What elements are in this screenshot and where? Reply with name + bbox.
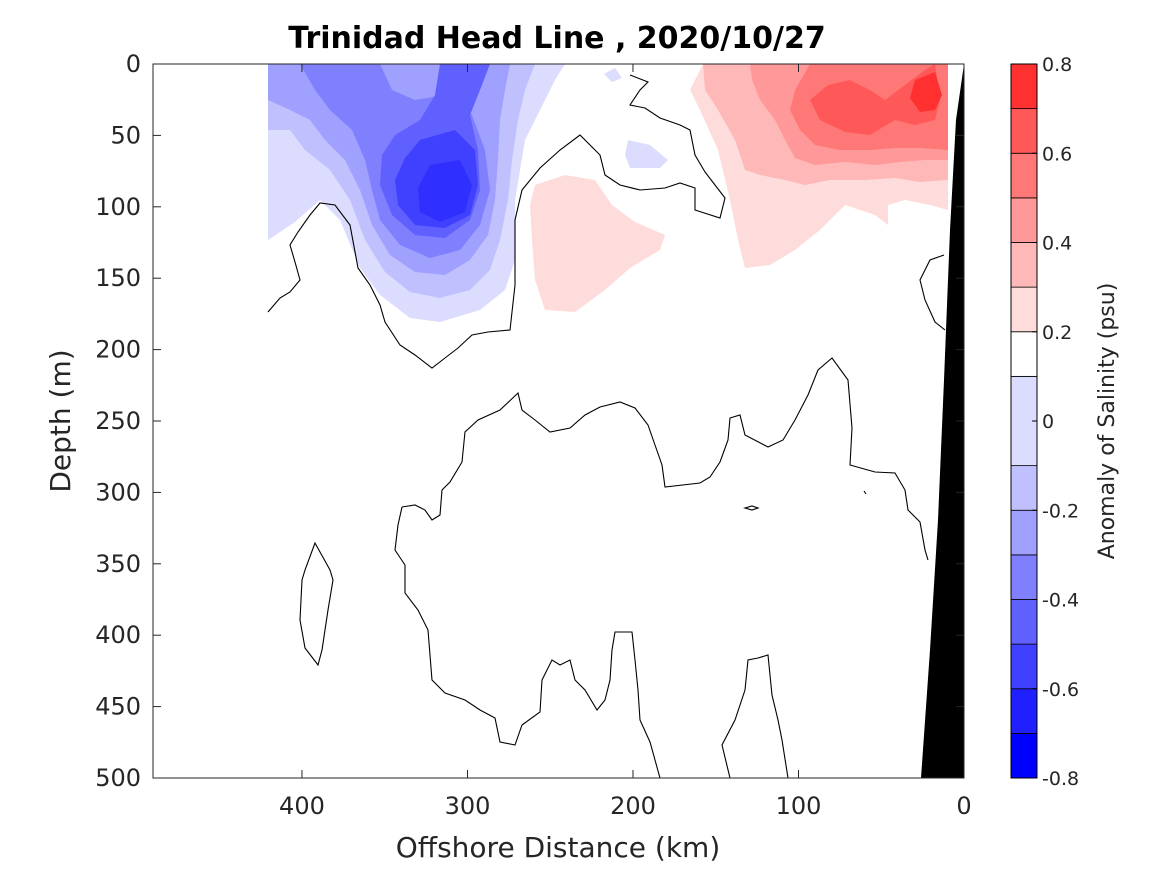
colorbar-segment — [1010, 465, 1038, 511]
colorbar-tick-label: -0.6 — [1042, 679, 1079, 701]
y-tick-label: 150 — [95, 264, 141, 292]
x-tick-label: 300 — [445, 792, 491, 820]
colorbar-segment — [1010, 509, 1038, 556]
plot-area — [152, 63, 965, 779]
x-axis: 400 300 200 100 0 — [279, 64, 972, 820]
zero-contour-deep-lower — [394, 506, 661, 778]
colorbar-tick-label: -0.8 — [1042, 768, 1079, 790]
y-tick-label: 250 — [95, 407, 141, 435]
zero-contour-upper — [267, 74, 726, 369]
y-tick-label: 0 — [126, 50, 141, 78]
colorbar-segment — [1010, 63, 1038, 110]
colorbar: 0.8 0.6 0.4 0.2 0 -0.2 -0.4 -0.6 -0.8 — [1010, 54, 1079, 790]
colorbar-segment — [1010, 599, 1038, 645]
zero-contour-deep-main — [401, 357, 929, 561]
zero-contour-dot — [863, 490, 867, 495]
y-tick-label: 500 — [95, 764, 141, 792]
bathymetry-shelf — [921, 64, 964, 778]
y-axis: 0 50 100 150 200 250 300 350 400 450 500 — [95, 50, 964, 792]
x-tick-label: 100 — [776, 792, 822, 820]
colorbar-segment — [1010, 643, 1038, 690]
zero-contour-nearshore — [919, 254, 946, 331]
colorbar-segment — [1010, 242, 1038, 288]
chart-title: Trinidad Head Line , 2020/10/27 — [288, 21, 825, 56]
colorbar-segment — [1010, 152, 1038, 199]
zero-contour-deep-island — [299, 541, 334, 667]
colorbar-tick-label: 0.6 — [1042, 143, 1072, 165]
x-axis-label: Offshore Distance (km) — [396, 831, 721, 864]
fill-level-neg-0.1-small — [625, 140, 668, 168]
fill-level-pos-0.5 — [810, 64, 940, 135]
colorbar-tick-label: -0.4 — [1042, 590, 1079, 612]
y-tick-label: 350 — [95, 550, 141, 578]
colorbar-segment — [1010, 197, 1038, 243]
zero-contour-small-loop — [742, 505, 760, 511]
colorbar-tick-label: 0.4 — [1042, 233, 1072, 255]
colorbar-label: Anomaly of Salinity (psu) — [1095, 283, 1120, 560]
colorbar-segment — [1010, 688, 1038, 734]
y-tick-label: 50 — [110, 121, 141, 149]
zero-contours — [267, 74, 946, 778]
fill-level-pos-0.1-lens — [530, 175, 665, 312]
contour-fills — [268, 64, 948, 322]
colorbar-segment — [1010, 732, 1038, 779]
fill-level-pos-0.6 — [910, 72, 942, 112]
fill-level-neg-0.1-small2 — [604, 68, 622, 82]
y-axis-label: Depth (m) — [44, 349, 77, 492]
colorbar-segment — [1010, 331, 1038, 377]
x-tick-label: 400 — [279, 792, 325, 820]
x-tick-label: 200 — [610, 792, 656, 820]
colorbar-segment — [1010, 108, 1038, 154]
x-tick-label: 0 — [956, 792, 971, 820]
y-tick-label: 450 — [95, 693, 141, 721]
y-tick-label: 200 — [95, 336, 141, 364]
y-tick-label: 400 — [95, 621, 141, 649]
colorbar-segment — [1010, 554, 1038, 600]
colorbar-tick-label: 0.8 — [1042, 54, 1072, 76]
zero-contour-deep-right — [721, 654, 789, 778]
y-tick-label: 300 — [95, 478, 141, 506]
colorbar-segment — [1010, 286, 1038, 333]
colorbar-tick-label: -0.2 — [1042, 500, 1079, 522]
colorbar-tick-label: 0 — [1042, 411, 1054, 433]
y-tick-label: 100 — [95, 193, 141, 221]
fill-level-neg-0.7 — [418, 160, 472, 222]
colorbar-tick-label: 0.2 — [1042, 322, 1072, 344]
